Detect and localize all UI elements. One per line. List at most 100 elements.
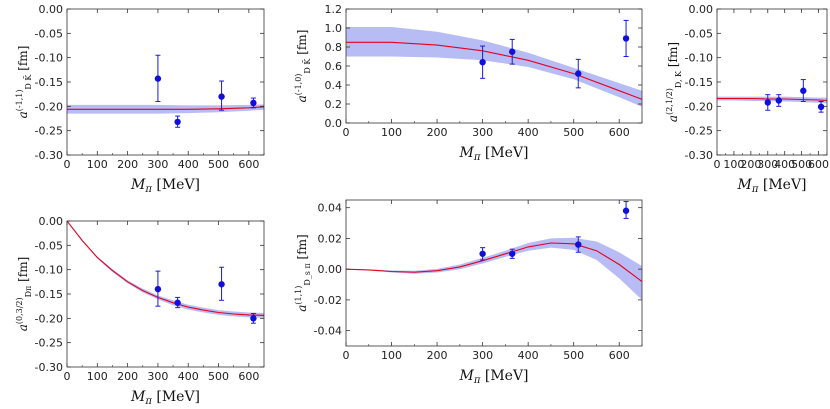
x-axis-label: Mπ [MeV] [458, 145, 528, 163]
x-tick-label: 400 [518, 126, 539, 139]
x-tick-label: 500 [208, 370, 229, 383]
data-point [509, 48, 516, 55]
data-point [817, 103, 825, 111]
x-axis-label: Mπ [MeV] [736, 177, 806, 195]
x-tick-label: 600 [808, 158, 829, 171]
x-tick-label: 100 [87, 158, 108, 171]
x-tick-label: 0 [714, 158, 721, 171]
x-tick-label: 500 [563, 126, 584, 139]
data-point [622, 207, 630, 214]
x-tick-label: 600 [238, 158, 259, 171]
plot-frame [66, 8, 265, 156]
data-point [479, 59, 486, 66]
y-tick-label: -0.05 [685, 27, 713, 40]
x-tick-label: 200 [117, 370, 138, 383]
fit-line [67, 221, 264, 316]
data-point [174, 118, 181, 126]
y-axis-label: a(1,1)D_s π [fm] [294, 234, 312, 311]
y-tick-label: -0.15 [685, 76, 713, 89]
plot-frame [345, 199, 643, 347]
fit-line [346, 41, 642, 100]
y-tick-label: -0.15 [35, 76, 63, 89]
y-tick-label: -0.04 [314, 325, 342, 338]
x-tick-label: 200 [117, 158, 138, 171]
y-tick-label: -0.25 [35, 337, 63, 350]
data-point [479, 250, 486, 257]
x-tick-label: 200 [740, 158, 761, 171]
x-tick-label: 500 [208, 158, 229, 171]
y-tick-label: -0.20 [35, 312, 63, 325]
fit-uncertainty-band [346, 237, 642, 300]
x-tick-label: 600 [609, 349, 630, 362]
y-tick-label: -0.25 [685, 125, 713, 138]
x-tick-label: 400 [518, 349, 539, 362]
y-tick-label: 0.2 [325, 98, 343, 111]
data-point [622, 35, 630, 42]
plot-frame [716, 8, 828, 156]
data-point [154, 285, 162, 293]
data-point [218, 93, 225, 100]
x-tick-label: 100 [381, 126, 402, 139]
data-point [154, 75, 162, 82]
data-point [250, 315, 257, 322]
plot-frame [345, 8, 643, 124]
y-tick-label: -0.30 [685, 149, 713, 162]
fit-uncertainty-band [67, 221, 264, 318]
data-point [250, 99, 257, 107]
y-axis-label: a(-1,1)D K̄ [fm] [15, 46, 33, 119]
data-point [800, 87, 807, 94]
y-tick-label: 1.2 [325, 3, 343, 16]
x-tick-label: 0 [64, 158, 71, 171]
x-tick-label: 600 [238, 370, 259, 383]
x-tick-label: 200 [427, 349, 448, 362]
y-tick-label: 0.00 [689, 3, 714, 16]
x-axis-label: Mπ [MeV] [130, 389, 200, 407]
x-tick-label: 100 [723, 158, 744, 171]
y-tick-label: -0.10 [35, 264, 63, 277]
y-axis-label: a(0,3/2)Dπ [fm] [15, 257, 33, 332]
x-tick-label: 600 [609, 126, 630, 139]
y-tick-label: 0.6 [325, 60, 343, 73]
y-tick-label: -0.10 [685, 52, 713, 65]
chart-panel-p5: 0 100 200 300 400 500 600 0.04 0.02 0.00 -0.02 -0.0… [294, 199, 643, 386]
x-tick-label: 300 [757, 158, 778, 171]
y-tick-label: 0.02 [318, 232, 343, 245]
chart-panel-p1: 0 100 200 300 400 500 600 0.00 -0.05 -0.10 -0.15 -0… [15, 3, 265, 195]
y-tick-label: 0.0 [325, 117, 343, 130]
x-tick-label: 0 [343, 349, 350, 362]
x-tick-label: 300 [472, 349, 493, 362]
y-axis-label: a(2,1/2)D, K [fm] [665, 42, 683, 122]
y-tick-label: 1.0 [325, 22, 343, 35]
y-axis-label: a(-1,0)D K̄ [fm] [294, 30, 312, 103]
y-tick-label: -0.30 [35, 149, 63, 162]
x-tick-label: 500 [791, 158, 812, 171]
y-tick-label: -0.30 [35, 361, 63, 374]
x-tick-label: 100 [381, 349, 402, 362]
x-tick-label: 300 [472, 126, 493, 139]
x-tick-label: 300 [147, 370, 168, 383]
fit-line [67, 106, 264, 110]
x-tick-label: 200 [427, 126, 448, 139]
y-tick-label: -0.20 [685, 100, 713, 113]
chart-panel-p4: 0 100 200 300 400 500 600 0.00 -0.05 -0.10 -0.15 -0… [15, 215, 265, 407]
chart-panel-p2: 0 100 200 300 400 500 600 1.2 1.0 0.8 0.6 0.4 0.2 0.0… [294, 3, 643, 163]
y-tick-label: -0.15 [35, 288, 63, 301]
data-point [509, 250, 516, 257]
data-point [174, 299, 181, 306]
y-tick-label: -0.20 [35, 100, 63, 113]
y-tick-label: -0.25 [35, 125, 63, 138]
y-tick-label: 0.4 [325, 79, 343, 92]
x-tick-label: 300 [147, 158, 168, 171]
data-point [764, 99, 771, 106]
x-axis-label: Mπ [MeV] [130, 177, 200, 195]
data-point [575, 70, 582, 77]
x-tick-label: 400 [178, 158, 199, 171]
y-tick-label: 0.04 [318, 202, 343, 215]
y-tick-label: 0.00 [39, 3, 64, 16]
y-tick-label: -0.05 [35, 239, 63, 252]
x-tick-label: 0 [343, 126, 350, 139]
fit-uncertainty-band [346, 27, 642, 107]
x-tick-label: 500 [563, 349, 584, 362]
